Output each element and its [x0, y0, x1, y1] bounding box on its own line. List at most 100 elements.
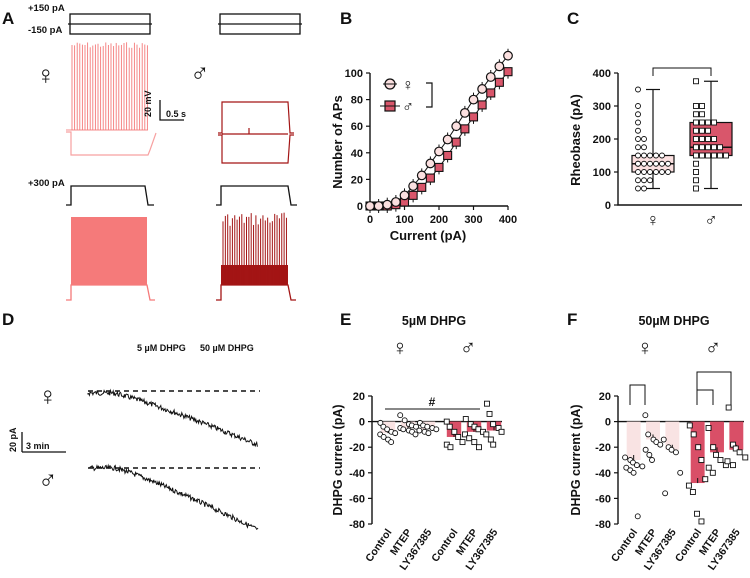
data-point-female: [635, 119, 641, 126]
data-point-male: [434, 162, 444, 172]
chart-e-female-symbol: ♀: [392, 335, 409, 360]
data-point-male: [425, 173, 435, 183]
data-point-male: [699, 127, 705, 134]
ramp-protocol-male: [216, 185, 297, 206]
data-point-female: [425, 158, 436, 169]
data-point-female: [646, 451, 653, 458]
data-point-female: [659, 152, 665, 159]
data-point-male: [498, 428, 505, 435]
data-point-male: [693, 111, 699, 118]
y-tick-label: 80: [351, 95, 363, 107]
data-point-male: [717, 152, 723, 159]
data-point-male: [724, 458, 731, 465]
data-point-female: [503, 50, 513, 61]
data-point-male: [446, 423, 453, 430]
data-point-female: [653, 160, 659, 167]
data-point-male: [705, 425, 712, 431]
data-point-female: [622, 454, 629, 461]
data-point-female: [633, 462, 640, 469]
data-point-female: [665, 160, 671, 167]
scale-bar-a: 20 mV 0.5 s: [143, 90, 186, 121]
data-point-female: [433, 426, 440, 433]
ramp-label: +300 pA: [28, 178, 65, 189]
data-point-male: [699, 103, 705, 109]
x-category-label: ♂: [704, 210, 718, 230]
data-point-male: [705, 127, 711, 134]
y-tick-label: 0: [605, 417, 611, 429]
data-point-female: [477, 84, 488, 94]
data-point-male: [702, 476, 709, 483]
y-tick-label: -80: [349, 519, 365, 531]
data-point-female: [639, 463, 646, 470]
scale-bar-current: 20 pA: [8, 427, 18, 452]
chart-c: 0 100 200 300 400 ♀ ♂: [593, 68, 742, 230]
data-point-male: [693, 136, 699, 142]
male-symbol-a: ♂: [190, 58, 210, 88]
bar: [690, 421, 705, 484]
data-point-female: [635, 152, 641, 159]
data-point-female: [641, 169, 647, 175]
data-point-male: [417, 182, 427, 192]
chart-f-brackets: [629, 371, 732, 405]
data-point-male: [695, 444, 702, 451]
data-point-female: [397, 412, 404, 419]
step-bottom-label: -150 pA: [28, 25, 62, 36]
data-point-female: [641, 177, 647, 184]
y-tick-label: 300: [593, 101, 611, 113]
data-point-male: [705, 136, 711, 142]
y-tick-label: 0: [359, 417, 365, 429]
data-point-female: [434, 146, 444, 157]
data-point-male: [494, 77, 504, 87]
data-point-female: [416, 427, 423, 434]
data-point-female: [668, 446, 675, 453]
data-point-male: [451, 428, 458, 435]
data-point-female: [673, 449, 679, 456]
data-point-male: [699, 111, 705, 118]
data-point-female: [635, 144, 641, 151]
data-point-female: [630, 469, 637, 476]
data-point-female: [677, 469, 684, 476]
data-point-female: [635, 177, 641, 184]
step-top-label: +150 pA: [28, 3, 65, 14]
data-point-female: [399, 190, 410, 201]
data-point-female: [494, 61, 505, 72]
data-point-female: [657, 441, 664, 448]
data-point-male: [705, 144, 711, 151]
y-tick-label: -20: [349, 442, 365, 454]
chart-e-male-symbol: ♂: [460, 335, 477, 360]
data-point-male: [486, 88, 496, 98]
data-point-female: [413, 423, 419, 430]
data-point-male: [730, 462, 736, 469]
data-point-female: [635, 86, 641, 93]
data-point-female: [451, 121, 462, 132]
data-point-male: [694, 510, 700, 517]
panel-c: C 0 100 200 300 400 ♀ ♂ Rheobase (pA): [567, 9, 742, 230]
panel-f: F 50µM DHPG ♀ ♂ 200-20-40-60-80ControlMT…: [567, 310, 749, 573]
data-point-male: [685, 482, 692, 489]
data-point-male: [477, 100, 487, 110]
data-point-female: [388, 439, 395, 446]
data-point-female: [408, 181, 419, 191]
data-point-female: [442, 134, 453, 145]
data-point-male: [736, 449, 743, 456]
data-point-female: [647, 152, 653, 159]
panel-d: D 5 µM DHPG 50 µM DHPG ♀ ♂ 20 pA 3 min: [2, 310, 260, 530]
step-protocol-female: [68, 13, 152, 35]
panel-a: A +150 pA -150 pA ♀ ♂ 20 mV 0.5 s: [2, 3, 302, 301]
scale-bar-time-d: 3 min: [26, 441, 50, 451]
data-point-female: [659, 169, 665, 175]
data-point-female: [635, 160, 641, 167]
data-point-male: [483, 431, 490, 438]
data-point-female: [641, 185, 647, 192]
data-point-male: [468, 112, 479, 122]
data-point-male: [503, 67, 513, 77]
data-point-female: [647, 160, 653, 167]
data-point-male: [495, 425, 502, 431]
data-point-male: [693, 169, 699, 175]
data-point-female: [647, 177, 653, 184]
data-point-female: [635, 169, 641, 175]
chart-f-ylabel: DHPG current (pA): [569, 404, 583, 515]
panel-label-f: F: [567, 310, 577, 329]
y-tick-label: 100: [345, 68, 363, 80]
